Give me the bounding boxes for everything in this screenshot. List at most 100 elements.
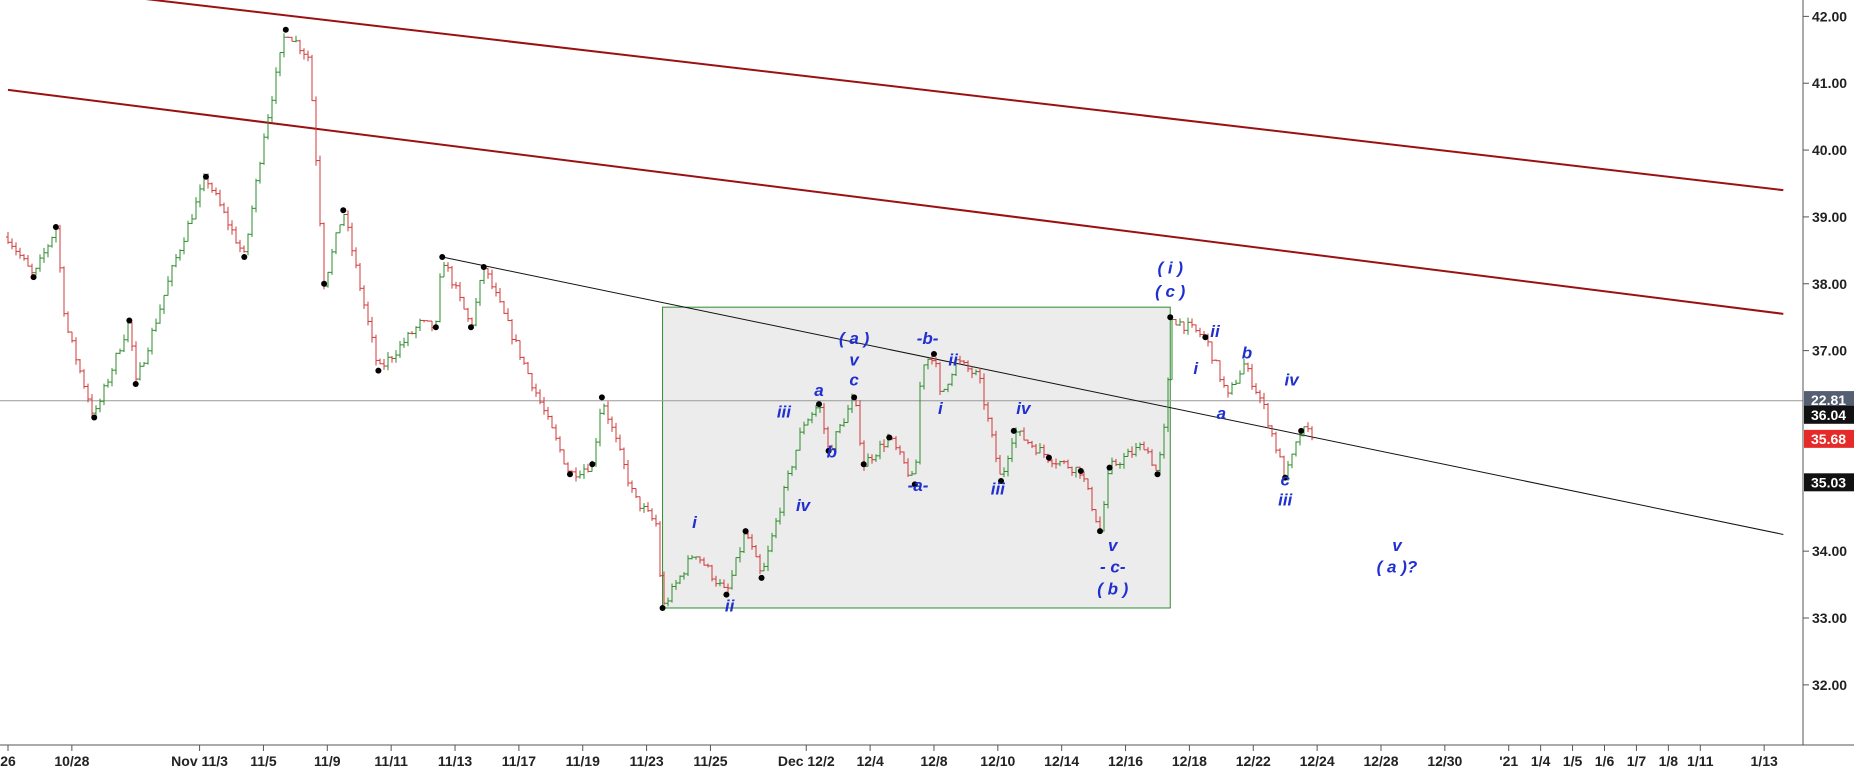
y-axis-panel: [1803, 0, 1854, 770]
x-tick-label-27: 1/8: [1659, 753, 1679, 769]
x-tick-label-22: '21: [1499, 753, 1518, 769]
x-tick-label-25: 1/6: [1595, 753, 1615, 769]
pivot-dot-19: [723, 591, 730, 598]
y-tick-label-0: 42.00: [1812, 8, 1847, 24]
channel-line-2: [7, 88, 1784, 315]
wave-label-12: ii: [948, 350, 959, 369]
x-tick-label-8: 11/19: [566, 753, 600, 769]
wave-label-1: ii: [725, 596, 736, 615]
wave-label-13: iii: [991, 479, 1006, 498]
x-tick-label-4: 11/9: [314, 753, 341, 769]
x-tick-label-17: 12/18: [1172, 753, 1207, 769]
wave-label-23: b: [1242, 344, 1252, 363]
y-tick-label-5: 37.00: [1812, 343, 1847, 359]
wave-label-25: c: [1280, 471, 1290, 490]
pivot-dot-0: [30, 274, 37, 281]
pivot-dot-22: [816, 401, 823, 408]
pivot-dot-39: [1298, 427, 1305, 434]
x-tick-label-19: 12/24: [1300, 753, 1335, 769]
price-tag-label-2: 35.68: [1811, 431, 1846, 447]
pivot-dot-16: [589, 461, 596, 468]
pivot-dot-32: [1077, 467, 1084, 474]
pivot-dot-5: [202, 173, 209, 180]
x-tick-label-2: Nov 11/3: [171, 753, 228, 769]
wave-label-27: v: [1392, 536, 1403, 555]
pivot-dot-4: [132, 381, 139, 388]
pivot-dot-36: [1167, 314, 1174, 321]
channel-lines: [7, 0, 1784, 315]
wave-label-16: - c-: [1100, 558, 1126, 577]
consolidation-box: [662, 306, 1171, 609]
pivot-dot-7: [282, 26, 289, 33]
x-tick-label-23: 1/4: [1531, 753, 1551, 769]
pivot-dot-15: [566, 471, 573, 478]
pivot-dot-11: [439, 254, 446, 261]
wave-label-18: ( i ): [1158, 259, 1184, 278]
x-tick-label-15: 12/14: [1044, 753, 1079, 769]
pivot-dot-38: [1282, 474, 1289, 481]
wave-label-22: a: [1217, 404, 1226, 423]
price-tag-bg-1: [1804, 405, 1854, 424]
pivot-dot-20: [742, 528, 749, 535]
pivot-dot-1: [52, 223, 59, 230]
wave-label-26: iii: [1278, 491, 1293, 510]
y-tick-label-7: 33.00: [1812, 610, 1847, 626]
pivot-dot-29: [998, 477, 1005, 484]
x-tick-label-1: 10/28: [54, 753, 89, 769]
x-tick-label-6: 11/13: [438, 753, 472, 769]
y-tick-label-2: 40.00: [1812, 142, 1847, 158]
wave-label-9: -a-: [908, 476, 929, 495]
price-tag-bg-0: [1804, 391, 1854, 410]
wave-label-19: ( c ): [1155, 282, 1186, 301]
price-tag-label-1: 36.04: [1811, 407, 1846, 423]
price-tag-bg-2: [1804, 429, 1854, 448]
wave-label-8: ( a ): [839, 329, 870, 348]
price-tag-label-0: 22.81: [1811, 392, 1846, 408]
x-tick-label-11: Dec 12/2: [778, 753, 835, 769]
x-tick-label-7: 11/17: [502, 753, 536, 769]
pivot-dot-26: [886, 434, 893, 441]
pivot-dot-10: [375, 367, 382, 374]
wave-label-17: ( b ): [1097, 580, 1128, 599]
x-tick-label-9: 11/23: [629, 753, 663, 769]
wave-label-6: c: [849, 370, 859, 389]
price-tag-bg-3: [1804, 473, 1854, 492]
x-tick-label-18: 12/22: [1236, 753, 1271, 769]
pivot-dot-28: [930, 350, 937, 357]
x-tick-label-26: 1/7: [1627, 753, 1647, 769]
pivot-dot-23: [825, 447, 832, 454]
pivot-dot-3: [126, 317, 133, 324]
x-tick-label-13: 12/8: [920, 753, 947, 769]
y-tick-label-4: 38.00: [1812, 276, 1847, 292]
wave-label-24: iv: [1284, 370, 1300, 389]
x-tick-label-3: 11/5: [250, 753, 277, 769]
price-bars: [6, 33, 1314, 607]
x-tick-label-21: 12/30: [1427, 753, 1462, 769]
y-tick-label-3: 39.00: [1812, 209, 1847, 225]
pivot-dot-21: [758, 574, 765, 581]
pivot-dot-24: [851, 394, 858, 401]
pivot-dot-2: [91, 414, 98, 421]
pivot-dot-31: [1045, 454, 1052, 461]
pivot-dot-18: [659, 604, 666, 611]
pivot-dot-17: [598, 394, 605, 401]
wave-label-4: a: [814, 381, 823, 400]
x-tick-label-16: 12/16: [1108, 753, 1143, 769]
wave-label-21: ii: [1210, 322, 1221, 341]
price-tag-label-3: 35.03: [1811, 474, 1846, 490]
pivot-dot-25: [860, 461, 867, 468]
x-tick-label-12: 12/4: [856, 753, 883, 769]
wave-label-20: i: [1193, 359, 1199, 378]
y-tick-label-6: 34.00: [1812, 543, 1847, 559]
pivot-dot-8: [321, 280, 328, 287]
x-axis-panel: [0, 745, 1854, 770]
x-tick-label-29: 1/13: [1751, 753, 1778, 769]
wave-label-3: iii: [777, 402, 792, 421]
wave-label-14: iv: [1016, 399, 1032, 418]
pivot-dot-30: [1010, 427, 1017, 434]
pivot-dot-9: [340, 207, 347, 214]
pivot-dot-37: [1202, 334, 1209, 341]
